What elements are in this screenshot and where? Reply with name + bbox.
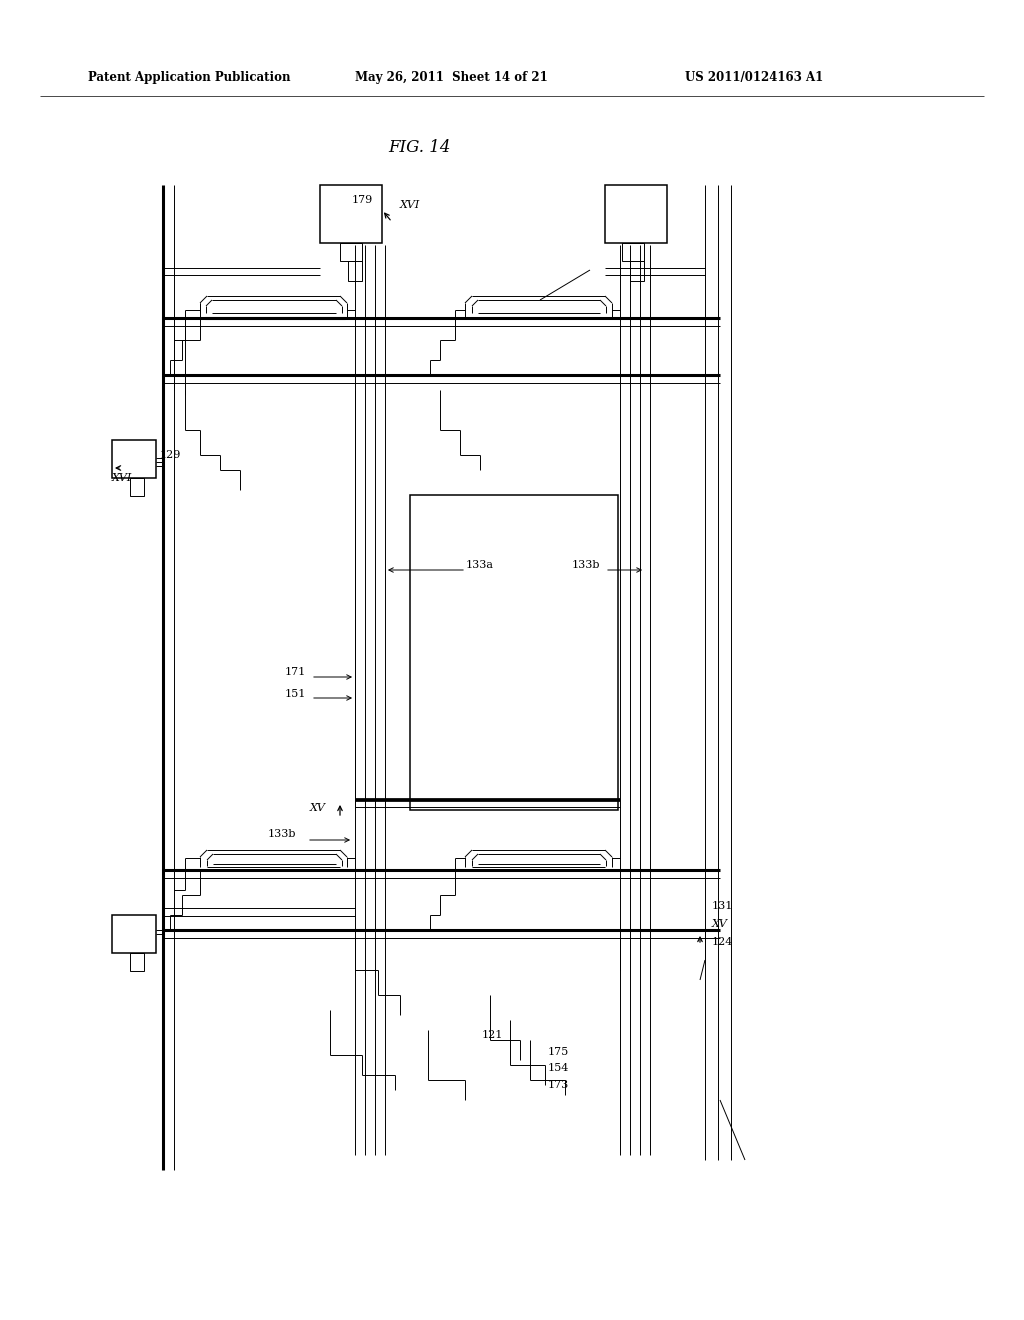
Text: 133b: 133b <box>572 560 600 570</box>
Text: FIG. 14: FIG. 14 <box>389 140 452 157</box>
Text: 121: 121 <box>482 1030 504 1040</box>
Text: 175: 175 <box>548 1047 569 1057</box>
Text: 133a: 133a <box>466 560 494 570</box>
Text: 173: 173 <box>548 1080 569 1090</box>
Bar <box>340 243 362 261</box>
Text: US 2011/0124163 A1: US 2011/0124163 A1 <box>685 71 823 84</box>
Bar <box>112 440 156 478</box>
Bar <box>319 185 382 243</box>
Text: XV: XV <box>712 919 728 929</box>
Bar <box>605 185 667 243</box>
Bar <box>348 261 362 281</box>
Text: 124: 124 <box>712 937 733 946</box>
Text: 129: 129 <box>160 450 181 459</box>
Text: May 26, 2011  Sheet 14 of 21: May 26, 2011 Sheet 14 of 21 <box>355 71 548 84</box>
Text: 171: 171 <box>285 667 306 677</box>
Text: 131: 131 <box>712 902 733 911</box>
Text: XVI: XVI <box>400 201 420 210</box>
Text: 133b: 133b <box>268 829 297 840</box>
Text: Patent Application Publication: Patent Application Publication <box>88 71 291 84</box>
Bar <box>630 261 644 281</box>
Text: 151: 151 <box>285 689 306 700</box>
Bar <box>410 495 618 810</box>
Text: 154: 154 <box>548 1063 569 1073</box>
Text: XV: XV <box>310 803 326 813</box>
Bar <box>112 915 156 953</box>
Bar <box>130 953 144 972</box>
Text: 179: 179 <box>352 195 373 205</box>
Bar <box>622 243 644 261</box>
Bar <box>130 478 144 496</box>
Text: XVI: XVI <box>112 473 132 483</box>
